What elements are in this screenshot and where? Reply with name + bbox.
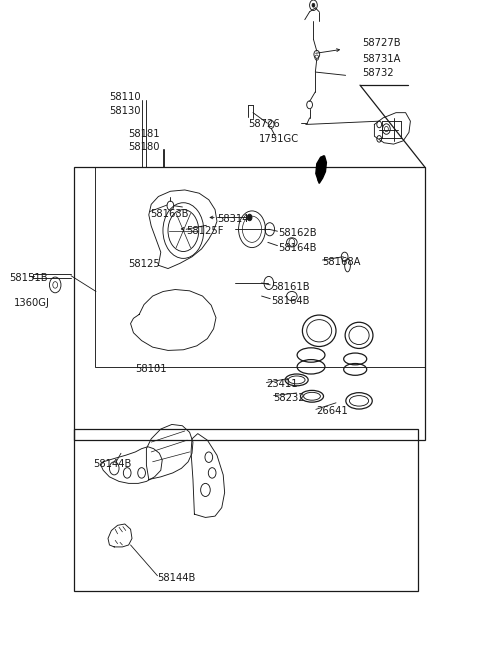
Text: 58110: 58110 xyxy=(109,92,141,102)
Text: 58125F: 58125F xyxy=(186,225,224,236)
Text: 1751GC: 1751GC xyxy=(259,134,300,144)
Text: 58164B: 58164B xyxy=(271,295,310,306)
Text: 23411: 23411 xyxy=(266,379,298,390)
Polygon shape xyxy=(316,156,326,183)
Text: 58314: 58314 xyxy=(217,214,249,224)
Text: 58232: 58232 xyxy=(274,392,305,403)
Text: 58163B: 58163B xyxy=(150,208,188,219)
Text: 58125: 58125 xyxy=(129,259,160,269)
Bar xyxy=(74,429,418,591)
Text: 58181: 58181 xyxy=(129,128,160,139)
Text: 58732: 58732 xyxy=(362,68,394,79)
Text: 58168A: 58168A xyxy=(323,257,361,267)
PathPatch shape xyxy=(317,155,325,182)
Text: 58161B: 58161B xyxy=(271,282,310,292)
Text: 58731A: 58731A xyxy=(362,54,401,64)
Bar xyxy=(74,167,425,440)
Circle shape xyxy=(247,214,252,221)
Text: 58727B: 58727B xyxy=(362,37,401,48)
Text: 26641: 26641 xyxy=(316,406,348,417)
Text: 58144B: 58144B xyxy=(94,458,132,469)
Text: 58162B: 58162B xyxy=(278,228,317,238)
Bar xyxy=(95,167,425,367)
Text: 58130: 58130 xyxy=(109,105,141,116)
Text: 58101: 58101 xyxy=(135,364,167,374)
Text: 1360GJ: 1360GJ xyxy=(13,297,49,308)
Text: 58144B: 58144B xyxy=(157,572,196,583)
Text: 58164B: 58164B xyxy=(278,242,317,253)
Circle shape xyxy=(312,3,315,7)
Text: 58180: 58180 xyxy=(129,142,160,153)
Text: 58726: 58726 xyxy=(248,119,280,130)
Text: 58151B: 58151B xyxy=(10,272,48,283)
